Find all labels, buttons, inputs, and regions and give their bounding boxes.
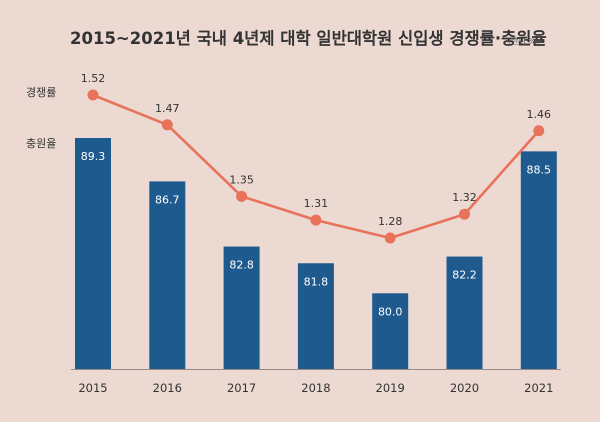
x-axis: 2015 2016 2017 2018 2019 2020 2021 (71, 369, 561, 395)
bar-2020 (446, 256, 483, 369)
x-tick-label: 2015 (78, 381, 107, 395)
x-tick-label: 2021 (524, 381, 553, 395)
line-value-label: 1.35 (229, 173, 254, 186)
line-point (161, 119, 173, 131)
unit-note: (단위 %) (508, 36, 539, 46)
line-point (459, 208, 470, 220)
x-tick-label: 2018 (301, 381, 330, 395)
line-point (87, 89, 99, 101)
bar-2019 (372, 293, 409, 369)
bar-value-label: 88.5 (527, 163, 552, 176)
chart-title: 2015~2021년 국내 4년제 대학 일반대학원 신입생 경쟁률·충원율 (70, 29, 547, 48)
bar-2017 (223, 246, 260, 369)
bar-2021 (520, 151, 557, 369)
bar-2016 (149, 181, 186, 369)
x-tick-label: 2017 (227, 381, 256, 395)
bar-2018 (297, 263, 334, 369)
line-value-label: 1.52 (81, 72, 106, 85)
series-label-fill-rate: 충원율 (26, 137, 56, 150)
x-tick-label: 2019 (376, 381, 405, 395)
series-label-competition: 경쟁률 (26, 86, 56, 99)
bar-value-label: 86.7 (155, 193, 180, 206)
line-value-label: 1.46 (527, 108, 552, 121)
line-point (310, 214, 322, 226)
line-value-label: 1.32 (452, 191, 477, 204)
bar-value-label: 81.8 (304, 275, 329, 288)
bar-value-label: 82.2 (452, 269, 477, 282)
x-tick-label: 2016 (153, 381, 182, 395)
line-point (533, 125, 545, 137)
line-value-label: 1.47 (155, 102, 180, 115)
bar-value-label: 89.3 (81, 150, 106, 163)
line-point (236, 190, 248, 202)
bar-value-label: 82.8 (229, 259, 254, 272)
x-tick-label: 2020 (450, 381, 479, 395)
line-layer: 1.52 1.47 1.35 1.31 1.28 1.32 1.46 (81, 72, 551, 244)
bars-layer: 89.3 86.7 82.8 81.8 80.0 82.2 88.5 (75, 138, 557, 369)
line-value-label: 1.28 (378, 215, 403, 228)
line-point (384, 232, 396, 244)
line-value-label: 1.31 (304, 197, 329, 210)
bar-2015 (75, 138, 111, 369)
bar-value-label: 80.0 (378, 305, 403, 318)
